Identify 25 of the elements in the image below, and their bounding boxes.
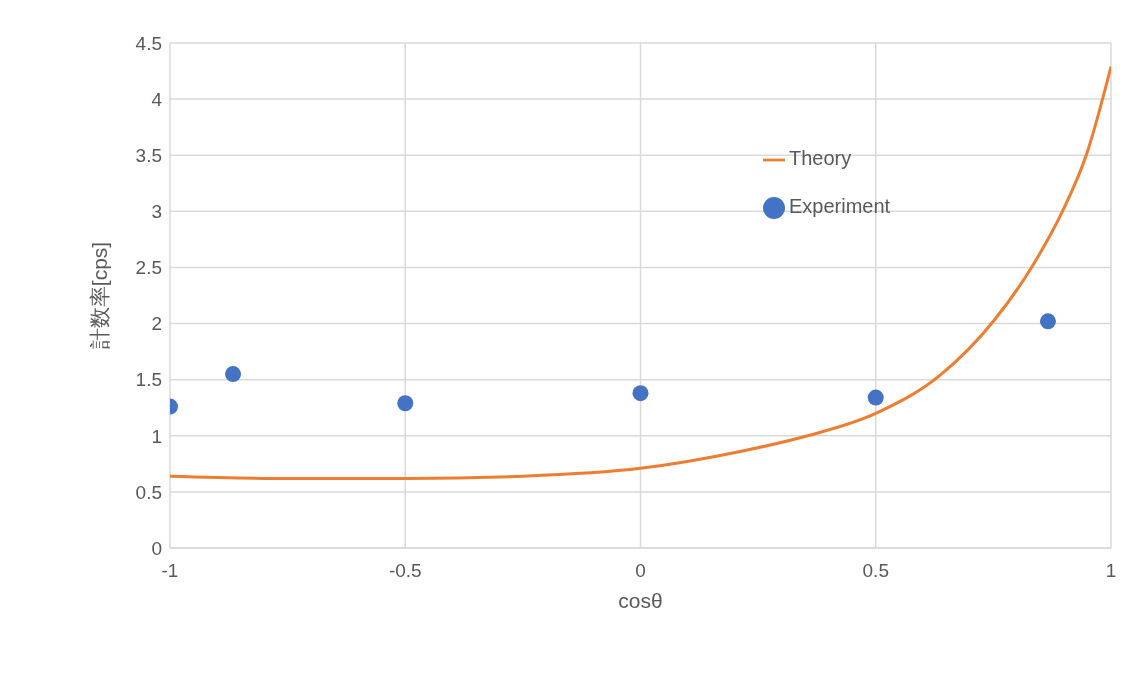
y-tick-label: 2.5 [135, 257, 162, 279]
y-tick-label: 1 [151, 425, 162, 447]
point [1039, 313, 1056, 330]
x-axis-title: cosθ [618, 589, 663, 612]
x-tick-label: -0.5 [388, 560, 422, 582]
x-tick-label: 0.5 [862, 560, 889, 582]
y-axis-title: 計数率[cps] [88, 241, 112, 350]
legend-label: Theory [789, 147, 852, 169]
y-tick-label: 4 [151, 88, 163, 110]
legend-label: Experiment [789, 195, 891, 217]
point [397, 395, 414, 412]
y-tick-label: 0 [151, 537, 162, 559]
x-tick-label: 0 [635, 560, 646, 582]
y-tick-label: 1.5 [135, 369, 162, 391]
x-tick-label: 1 [1105, 560, 1117, 582]
y-tick-label: 3.5 [135, 144, 162, 166]
y-tick-label: 4.5 [135, 32, 162, 54]
y-tick-label: 2 [151, 313, 162, 335]
point [867, 389, 884, 406]
point [632, 385, 649, 402]
y-tick-label: 3 [151, 201, 162, 223]
line-series [170, 65, 1111, 480]
x-tick-label: -1 [161, 560, 179, 582]
point [225, 366, 242, 383]
y-tick-label: 0.5 [135, 481, 162, 503]
